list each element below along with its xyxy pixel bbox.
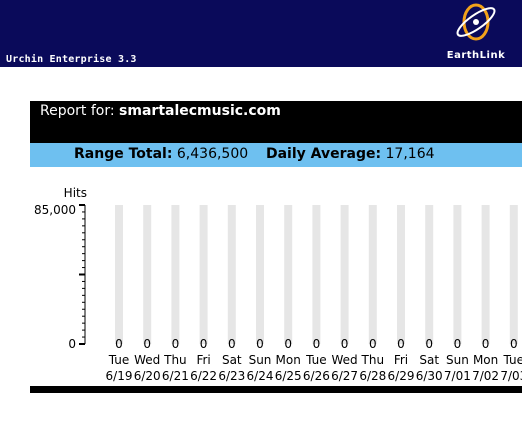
x-tick-day-label: Sun bbox=[249, 353, 272, 367]
report-header: Report for: smartalecmusic.com bbox=[30, 101, 522, 143]
report-for: Report for: smartalecmusic.com bbox=[40, 103, 281, 119]
x-tick-date-label: 6/24 bbox=[247, 369, 274, 383]
bar-value-label: 0 bbox=[256, 337, 264, 351]
bar-track bbox=[509, 205, 518, 344]
x-tick-date-label: 6/21 bbox=[162, 369, 189, 383]
bar-value-label: 0 bbox=[284, 337, 292, 351]
x-tick-day-label: Thu bbox=[361, 353, 385, 367]
hits-chart: Hits 85,000 0 0 Tue 6/19 0 Wed 6/20 0 Thu 6/21 0 F… bbox=[30, 167, 522, 386]
x-tick-date-label: 6/28 bbox=[359, 369, 386, 383]
app-title: Urchin Enterprise 3.3 bbox=[6, 54, 137, 65]
bar-value-label: 0 bbox=[425, 337, 433, 351]
bar-value-label: 0 bbox=[341, 337, 349, 351]
x-tick-day-label: Sat bbox=[419, 353, 439, 367]
x-tick-date-label: 6/22 bbox=[190, 369, 217, 383]
x-tick-day-label: Fri bbox=[196, 353, 210, 367]
y-axis-label: Hits bbox=[64, 186, 87, 200]
bar-value-label: 0 bbox=[200, 337, 208, 351]
top-banner: Urchin Enterprise 3.3 EarthLink bbox=[0, 0, 522, 67]
bar-track bbox=[481, 205, 490, 344]
range-total-value: 6,436,500 bbox=[176, 146, 249, 162]
x-tick-date-label: 6/23 bbox=[218, 369, 245, 383]
x-tick-date-label: 6/25 bbox=[275, 369, 302, 383]
x-tick-date-label: 7/02 bbox=[472, 369, 499, 383]
bar-value-label: 0 bbox=[115, 337, 123, 351]
x-tick-day-label: Tue bbox=[503, 353, 522, 367]
x-tick-day-label: Mon bbox=[276, 353, 301, 367]
brand-logo[interactable]: EarthLink bbox=[436, 2, 516, 66]
range-summary: Range Total: 6,436,500 Daily Average: 17… bbox=[74, 146, 435, 162]
bar-track bbox=[340, 205, 349, 344]
bar-value-label: 0 bbox=[228, 337, 236, 351]
x-tick-day-label: Fri bbox=[394, 353, 408, 367]
x-tick-date-label: 6/30 bbox=[416, 369, 443, 383]
x-tick-date-label: 7/01 bbox=[444, 369, 471, 383]
bar-value-label: 0 bbox=[510, 337, 518, 351]
bar-track bbox=[284, 205, 293, 344]
report-for-label: Report for: bbox=[40, 103, 115, 119]
bar-track bbox=[256, 205, 264, 344]
y-tick-label-max: 85,000 bbox=[34, 203, 76, 217]
bar-value-label: 0 bbox=[482, 337, 490, 351]
x-tick-date-label: 6/26 bbox=[303, 369, 330, 383]
bar-track bbox=[312, 205, 321, 344]
bar-track bbox=[227, 205, 236, 344]
bar-track bbox=[453, 205, 462, 344]
bar-value-label: 0 bbox=[397, 337, 405, 351]
x-tick-day-label: Wed bbox=[332, 353, 358, 367]
x-tick-day-label: Wed bbox=[134, 353, 160, 367]
report-site: smartalecmusic.com bbox=[119, 103, 281, 119]
bar-value-label: 0 bbox=[172, 337, 180, 351]
x-tick-day-label: Thu bbox=[163, 353, 187, 367]
x-tick-day-label: Mon bbox=[473, 353, 498, 367]
x-tick-day-label: Sun bbox=[446, 353, 469, 367]
x-tick-date-label: 6/20 bbox=[134, 369, 161, 383]
report-panel: Report for: smartalecmusic.com Range Tot… bbox=[30, 101, 522, 393]
earthlink-logo-icon bbox=[456, 3, 496, 41]
y-tick-label-min: 0 bbox=[68, 337, 76, 351]
x-tick-day-label: Sat bbox=[222, 353, 242, 367]
bar-value-label: 0 bbox=[454, 337, 462, 351]
bar-track bbox=[143, 205, 152, 344]
bar-track bbox=[397, 205, 405, 344]
hits-chart-svg: Hits 85,000 0 0 Tue 6/19 0 Wed 6/20 0 Thu 6/21 0 F… bbox=[34, 186, 522, 383]
bar-track bbox=[368, 205, 377, 344]
x-tick-date-label: 6/19 bbox=[106, 369, 133, 383]
daily-average-label: Daily Average: bbox=[265, 146, 382, 162]
daily-average-value: 17,164 bbox=[385, 146, 435, 162]
report-bottom-rule bbox=[30, 386, 522, 393]
brand-name: EarthLink bbox=[446, 50, 506, 61]
bar-track bbox=[115, 205, 123, 344]
range-summary-bar: Range Total: 6,436,500 Daily Average: 17… bbox=[30, 143, 522, 167]
bar-value-label: 0 bbox=[143, 337, 151, 351]
x-tick-day-label: Tue bbox=[108, 353, 130, 367]
x-tick-day-label: Tue bbox=[305, 353, 327, 367]
bar-value-label: 0 bbox=[313, 337, 321, 351]
bar-value-label: 0 bbox=[369, 337, 377, 351]
bar-track bbox=[171, 205, 180, 344]
bar-track bbox=[425, 205, 434, 344]
bar-track bbox=[199, 205, 208, 344]
x-tick-date-label: 6/29 bbox=[388, 369, 415, 383]
range-total-label: Range Total: bbox=[74, 146, 173, 162]
x-tick-date-label: 6/27 bbox=[331, 369, 358, 383]
x-tick-date-label: 7/03 bbox=[500, 369, 522, 383]
